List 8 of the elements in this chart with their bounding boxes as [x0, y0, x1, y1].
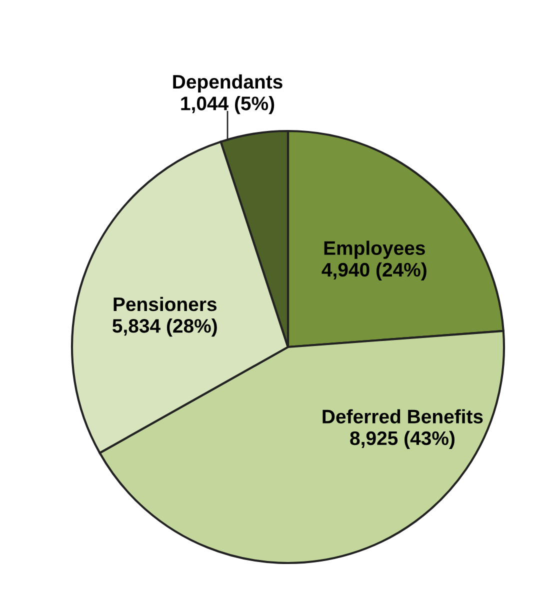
data-label: 5,834 (28%) [112, 318, 217, 337]
data-label: 4,940 (24%) [322, 262, 426, 280]
slice-label: Dependants [173, 74, 282, 93]
data-label: 1,044 (5%) [181, 96, 274, 114]
data-label: 8,925 (43%) [350, 430, 454, 449]
slice-label: Pensioners [114, 296, 216, 312]
slice-label: Employees [324, 240, 425, 259]
slice-label: Deferred Benefits [322, 409, 483, 424]
